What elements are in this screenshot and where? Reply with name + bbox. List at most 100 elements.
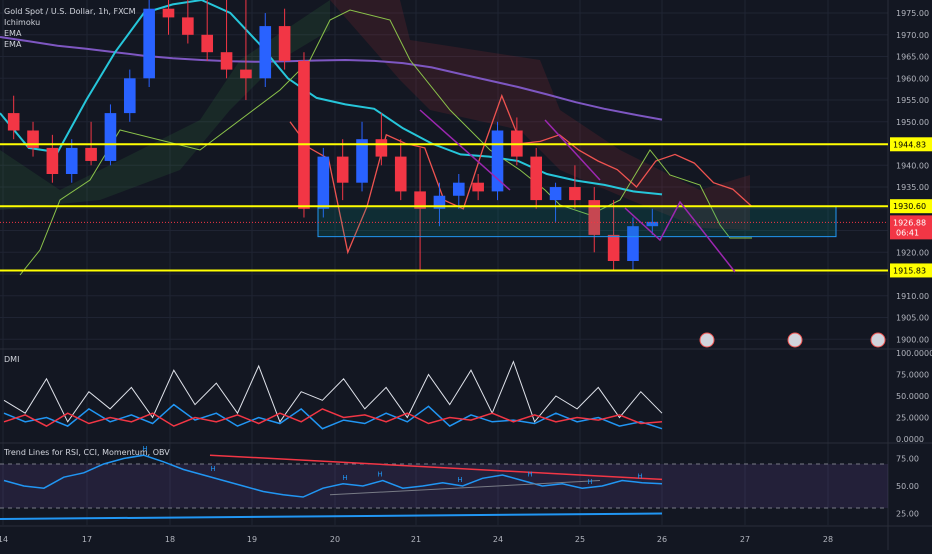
dmi-minus_di-line[interactable] [3,408,663,427]
candle-body[interactable] [491,130,504,192]
candle-body[interactable] [85,147,97,161]
trend-axis-label: 50.00 [896,482,919,491]
candle-body[interactable] [162,8,175,18]
indicator-ema-label-1[interactable]: EMA [4,29,22,38]
candle-body[interactable] [356,139,368,183]
dmi-axis-label: 50.0000 [896,392,929,401]
candle-body[interactable] [104,113,117,161]
candle-body[interactable] [259,26,272,79]
candle-body[interactable] [7,113,20,131]
candle-body[interactable] [298,60,310,209]
time-axis-label: 24 [493,535,503,544]
candle-body[interactable] [65,147,78,174]
price-axis-label: 1900.00 [896,335,929,344]
level-price-text: 1930.60 [893,202,926,211]
candle-body[interactable] [317,156,330,209]
trend-high-marker: H [142,445,147,453]
ichimoku-cloud-bearish [330,0,750,230]
time-axis-label: 20 [330,535,340,544]
time-axis-label: 27 [740,535,750,544]
event-flag-icon[interactable] [699,332,715,348]
price-axis-label: 1965.00 [896,53,929,62]
trend-axis-label: 75.00 [896,455,919,464]
dmi-adx-line[interactable] [3,360,663,423]
candle-body[interactable] [182,17,194,35]
event-flag-icon[interactable] [787,332,803,348]
price-axis-label: 1955.00 [896,96,929,105]
level-price-text: 1915.83 [893,266,926,275]
candle-body[interactable] [452,182,465,196]
candle-body[interactable] [607,234,620,261]
time-axis-label: 21 [411,535,421,544]
dmi-axis-label: 0.0000 [896,435,924,444]
trend-oscillator-line[interactable] [3,454,663,498]
candle-body[interactable] [336,156,349,183]
trend-axis-label: 25.00 [896,510,919,519]
price-axis-label: 1905.00 [896,314,929,323]
drawn-trendline[interactable] [544,119,601,181]
candle-body[interactable] [394,156,407,192]
price-axis-label: 1960.00 [896,74,929,83]
indicator-ichimoku-label[interactable]: Ichimoku [4,18,41,27]
projection-path[interactable] [624,200,736,273]
candle-body[interactable] [201,34,214,53]
candle-body[interactable] [433,195,446,209]
candle-body[interactable] [549,187,562,201]
dmi-plus_di-line[interactable] [3,403,663,430]
time-axis-label: 28 [823,535,833,544]
trend-divergence-line [329,480,601,496]
trend-support-line[interactable] [0,512,663,520]
trend-high-marker: H [210,465,215,473]
consolidation-box[interactable] [317,205,837,238]
candle-body[interactable] [646,221,659,227]
candle-body[interactable] [27,130,39,148]
series-ichimoku-lagging-span [19,9,752,276]
countdown-text: 06:41 [896,228,919,237]
price-axis-label: 1935.00 [896,183,929,192]
indicator-ema-label-2[interactable]: EMA [4,40,22,49]
level-price-tag [890,137,932,152]
candle-body[interactable] [472,182,484,192]
candle-body[interactable] [46,147,59,174]
trend-high-marker: H [457,476,462,484]
candle-body[interactable] [569,187,581,201]
trend-resistance-line[interactable] [209,454,663,481]
series-ema-fast[interactable] [0,0,663,196]
time-axis-label: 25 [575,535,585,544]
candle-body[interactable] [588,200,601,235]
candle-body[interactable] [530,156,543,201]
candle-body[interactable] [414,191,426,209]
price-axis-label: 1950.00 [896,118,929,127]
trend-high-marker: H [377,471,382,479]
trend-band [0,464,888,508]
level-price-text: 1944.83 [893,140,926,149]
drawn-trendline[interactable] [419,109,511,191]
candle-body[interactable] [627,226,639,261]
candle-body[interactable] [143,8,155,79]
candle-body[interactable] [240,69,252,79]
candle-body[interactable] [123,78,136,114]
series-ema-slow[interactable] [0,36,663,121]
price-axis-label: 1975.00 [896,9,929,18]
price-axis-label: 1920.00 [896,248,929,257]
trend-high-marker: H [527,471,532,479]
ichimoku-cloud-bullish [0,0,330,210]
candle-body[interactable] [375,139,388,157]
dmi-axis-label: 100.0000 [896,349,932,358]
time-axis-label: 14 [0,535,8,544]
last-price-tag [890,215,932,240]
candle-body[interactable] [278,26,291,61]
candle-body[interactable] [220,52,233,70]
event-flag-icon[interactable] [870,332,886,348]
dmi-panel-title[interactable]: DMI [4,355,20,364]
time-axis-label: 17 [82,535,92,544]
price-axis-label: 1940.00 [896,161,929,170]
trend-panel-title[interactable]: Trend Lines for RSI, CCI, Momentum, OBV [4,448,170,457]
chart-title[interactable]: Gold Spot / U.S. Dollar, 1h, FXCM [4,7,136,16]
level-price-tag [890,263,932,278]
price-axis-label: 1910.00 [896,292,929,301]
trend-high-marker: H [637,473,642,481]
level-price-tag [890,199,932,214]
